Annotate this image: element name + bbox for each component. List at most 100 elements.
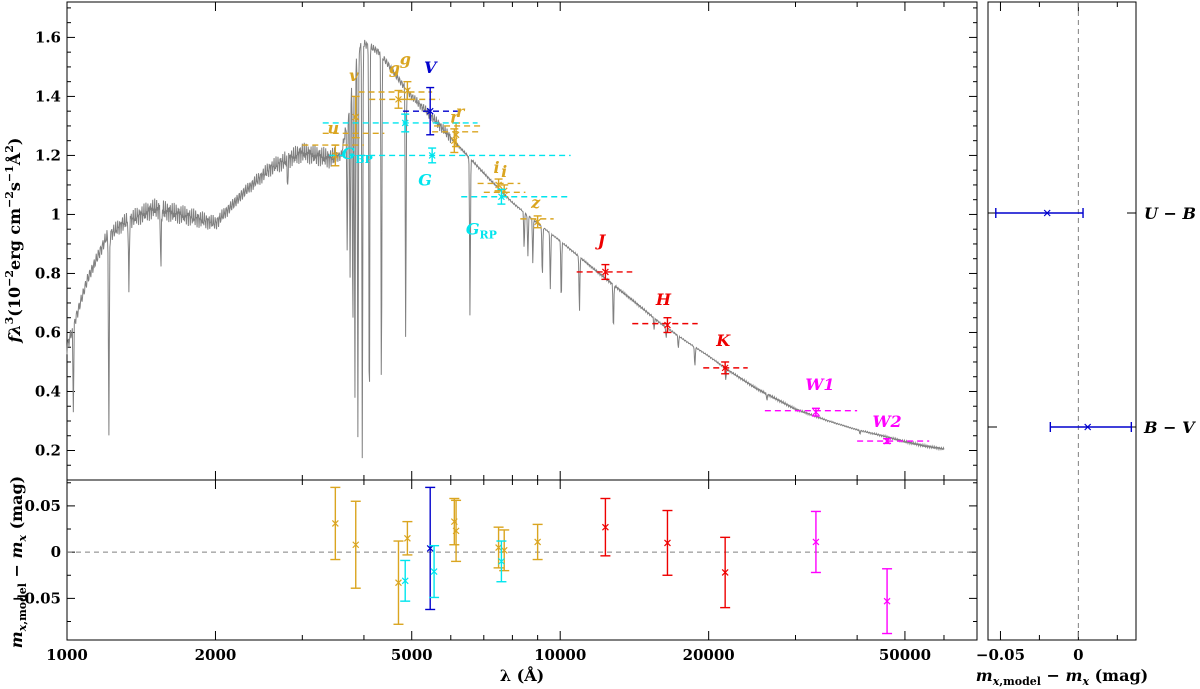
- residual-y-label-sub1: x: [16, 624, 29, 632]
- data-point-z: [534, 218, 542, 226]
- residual-x-tick-label: 10000: [534, 646, 586, 664]
- color-x-axis-label: mx,model − mx (mag): [976, 666, 1148, 688]
- residual-point: [534, 538, 542, 546]
- color-panel-frame: [987, 1, 1137, 641]
- residual-y-label-m2: m: [7, 542, 26, 559]
- residual-point: [883, 597, 891, 605]
- residual-point: [331, 520, 339, 527]
- residual-x-tick-label: 1000: [46, 646, 88, 664]
- sed-y-label-close: ): [5, 138, 24, 146]
- band-label-text: r: [456, 102, 466, 121]
- residual-y-tick-label: 0.05: [24, 497, 61, 515]
- color-point: [1084, 423, 1092, 431]
- residual-y-label-minus: −: [7, 558, 26, 583]
- color-x-label-unit: (mag): [1089, 666, 1148, 685]
- data-point-J: [601, 268, 609, 276]
- data-point-W1: [812, 408, 820, 416]
- residual-y-label-sub2: ,model: [16, 583, 29, 625]
- model-spectrum-line: [66, 39, 945, 459]
- color-x-label-sub3: x: [1081, 675, 1089, 688]
- sed-y-axis-label: fλ3(10−2erg cm−2s−1Å2): [3, 138, 24, 344]
- data-point-u: [331, 152, 339, 159]
- band-label-text: G: [466, 220, 480, 239]
- color-category-label: U − B: [1144, 204, 1196, 223]
- band-label-G_RP: GRP: [466, 220, 497, 242]
- color-point: [1043, 209, 1051, 217]
- data-point-K: [721, 364, 729, 372]
- sed-y-label-ang: Å: [3, 152, 24, 166]
- residual-point: [812, 538, 820, 546]
- color-points: [995, 208, 1133, 432]
- sed-axis-ticks: 0.2 0.4 0.6 0.8 1 1.2 1.4 1.6: [35, 2, 978, 480]
- data-point-W2: [883, 437, 891, 445]
- band-label-r_ps: r: [456, 102, 466, 121]
- sed-y-tick-label: 0.2: [35, 441, 61, 459]
- residual-points: [330, 486, 893, 635]
- residual-point: [664, 539, 671, 547]
- band-label-text: W2: [873, 412, 902, 431]
- data-point-v: [352, 113, 360, 121]
- residual-point: [500, 546, 508, 554]
- data-point-G_BP: [401, 119, 409, 127]
- band-label-text: i: [494, 158, 500, 177]
- band-label-text: u: [328, 118, 340, 137]
- data-point-H: [664, 321, 671, 329]
- band-label-K: K: [715, 331, 731, 350]
- data-point-r_ps: [452, 131, 460, 139]
- residual-point: [403, 534, 411, 542]
- residual-panel-frame: [66, 479, 978, 641]
- band-label-text: W1: [805, 375, 834, 394]
- band-label-J: J: [595, 231, 607, 250]
- color-panel: −0.05 0U − BB − V mx,model − mx (mag): [976, 1, 1196, 688]
- residual-y-tick-label: −0.05: [12, 589, 61, 607]
- sed-y-tick-label: 1.4: [35, 87, 61, 105]
- band-label-subscript: BP: [355, 153, 373, 166]
- band-label-text: z: [530, 193, 541, 212]
- color-x-label-m: m: [976, 666, 993, 685]
- band-label-z: z: [530, 193, 541, 212]
- color-x-label-sub1: x: [992, 675, 1000, 688]
- residual-axis-ticks: 1000 2000 5000 10000 20000 50000 −0.05 0 0.05: [12, 480, 978, 664]
- band-label-text: G: [342, 144, 356, 163]
- sed-y-tick-label: 1: [51, 205, 61, 223]
- residual-point: [495, 544, 503, 551]
- sed-panel-frame: [66, 1, 978, 481]
- sed-y-label-s: s: [5, 182, 24, 191]
- sed-y-label-open: (10: [5, 287, 24, 317]
- color-x-tick-label: 0: [1073, 646, 1083, 664]
- residual-x-tick-label: 50000: [879, 646, 931, 664]
- sed-y-label-pow-neg2: −2: [3, 270, 16, 287]
- band-label-text: g: [389, 58, 400, 77]
- band-label-g_ps: g: [400, 50, 411, 69]
- sed-y-tick-label: 0.6: [35, 323, 61, 341]
- sed-y-label-main: fλ: [5, 324, 24, 343]
- residual-y-label-unit: (mag): [7, 476, 26, 535]
- color-category-label: B − V: [1143, 418, 1196, 437]
- data-point-g_sm: [395, 95, 402, 103]
- sed-y-label-pow3: 3: [3, 317, 16, 325]
- data-point-V: [426, 107, 434, 115]
- data-point-G_RP: [497, 193, 505, 201]
- sed-y-label-pow-neg1: −1: [3, 165, 16, 182]
- color-x-label-sub2: ,model: [999, 675, 1041, 688]
- residual-point: [395, 579, 402, 587]
- band-label-G_BP: GBP: [342, 144, 373, 166]
- residual-y-label-m: m: [7, 631, 26, 648]
- residual-point: [426, 545, 434, 552]
- band-label-G: G: [418, 170, 432, 189]
- residual-point: [452, 527, 460, 535]
- sed-y-label-pow-neg2b: −2: [3, 191, 16, 208]
- data-point-i_sm: [495, 181, 503, 189]
- residual-point: [497, 557, 505, 565]
- residual-point: [401, 577, 409, 585]
- band-label-text: G: [418, 170, 432, 189]
- color-x-label-m2: m: [1066, 666, 1083, 685]
- band-label-r_sm: r: [450, 108, 460, 127]
- band-label-W1: W1: [805, 375, 834, 394]
- band-label-u: u: [328, 118, 340, 137]
- residual-x-tick-label: 5000: [391, 646, 433, 664]
- band-label-text: J: [595, 231, 607, 250]
- band-label-V: V: [424, 58, 438, 77]
